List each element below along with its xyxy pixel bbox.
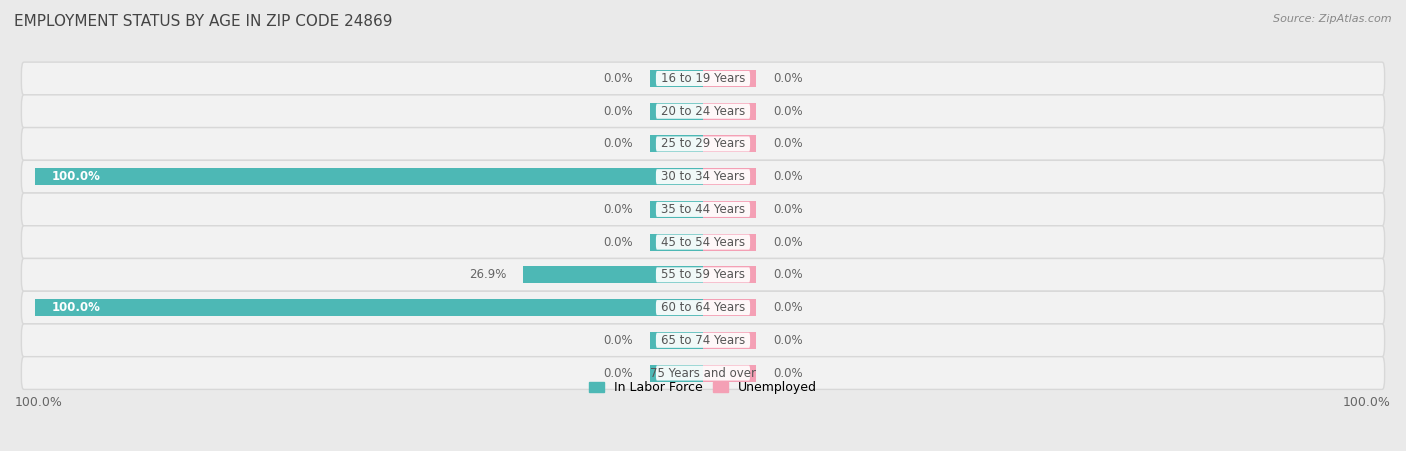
Bar xyxy=(35,299,703,316)
Text: 0.0%: 0.0% xyxy=(773,170,803,183)
FancyBboxPatch shape xyxy=(21,193,1385,226)
Text: 100.0%: 100.0% xyxy=(52,170,101,183)
FancyBboxPatch shape xyxy=(657,136,749,152)
Text: 0.0%: 0.0% xyxy=(773,334,803,347)
Bar xyxy=(650,103,703,120)
FancyBboxPatch shape xyxy=(657,267,749,282)
FancyBboxPatch shape xyxy=(21,357,1385,389)
Text: 45 to 54 Years: 45 to 54 Years xyxy=(661,235,745,249)
FancyBboxPatch shape xyxy=(21,291,1385,324)
Text: 100.0%: 100.0% xyxy=(1343,396,1391,409)
Bar xyxy=(703,299,756,316)
Text: 35 to 44 Years: 35 to 44 Years xyxy=(661,203,745,216)
Text: 0.0%: 0.0% xyxy=(773,203,803,216)
Text: EMPLOYMENT STATUS BY AGE IN ZIP CODE 24869: EMPLOYMENT STATUS BY AGE IN ZIP CODE 248… xyxy=(14,14,392,28)
FancyBboxPatch shape xyxy=(21,62,1385,95)
Bar xyxy=(703,267,756,283)
Bar xyxy=(703,234,756,251)
FancyBboxPatch shape xyxy=(21,160,1385,193)
FancyBboxPatch shape xyxy=(21,324,1385,357)
Text: 0.0%: 0.0% xyxy=(773,138,803,151)
Text: 0.0%: 0.0% xyxy=(603,334,633,347)
Text: 0.0%: 0.0% xyxy=(603,203,633,216)
Text: 16 to 19 Years: 16 to 19 Years xyxy=(661,72,745,85)
FancyBboxPatch shape xyxy=(657,104,749,119)
Text: Source: ZipAtlas.com: Source: ZipAtlas.com xyxy=(1274,14,1392,23)
FancyBboxPatch shape xyxy=(657,235,749,250)
Bar xyxy=(650,234,703,251)
Bar xyxy=(650,70,703,87)
Text: 26.9%: 26.9% xyxy=(470,268,506,281)
Bar xyxy=(703,168,756,185)
Bar xyxy=(703,332,756,349)
FancyBboxPatch shape xyxy=(657,71,749,86)
Text: 0.0%: 0.0% xyxy=(603,138,633,151)
Text: 0.0%: 0.0% xyxy=(773,367,803,380)
Bar xyxy=(650,135,703,152)
FancyBboxPatch shape xyxy=(21,226,1385,258)
Text: 0.0%: 0.0% xyxy=(773,235,803,249)
FancyBboxPatch shape xyxy=(657,365,749,381)
FancyBboxPatch shape xyxy=(21,128,1385,160)
Text: 30 to 34 Years: 30 to 34 Years xyxy=(661,170,745,183)
Bar xyxy=(523,267,703,283)
Bar xyxy=(650,364,703,382)
Text: 0.0%: 0.0% xyxy=(773,105,803,118)
Text: 0.0%: 0.0% xyxy=(773,72,803,85)
Text: 0.0%: 0.0% xyxy=(773,268,803,281)
Text: 0.0%: 0.0% xyxy=(603,235,633,249)
Text: 0.0%: 0.0% xyxy=(603,72,633,85)
Text: 0.0%: 0.0% xyxy=(603,367,633,380)
Bar xyxy=(703,364,756,382)
Bar xyxy=(650,201,703,218)
FancyBboxPatch shape xyxy=(21,258,1385,291)
Text: 0.0%: 0.0% xyxy=(773,301,803,314)
Bar xyxy=(35,168,703,185)
Text: 100.0%: 100.0% xyxy=(15,396,63,409)
FancyBboxPatch shape xyxy=(657,300,749,315)
Text: 20 to 24 Years: 20 to 24 Years xyxy=(661,105,745,118)
Bar xyxy=(703,135,756,152)
Bar xyxy=(703,70,756,87)
Legend: In Labor Force, Unemployed: In Labor Force, Unemployed xyxy=(583,376,823,399)
Text: 65 to 74 Years: 65 to 74 Years xyxy=(661,334,745,347)
Bar xyxy=(650,332,703,349)
Text: 60 to 64 Years: 60 to 64 Years xyxy=(661,301,745,314)
FancyBboxPatch shape xyxy=(657,169,749,184)
FancyBboxPatch shape xyxy=(657,333,749,348)
Text: 75 Years and over: 75 Years and over xyxy=(650,367,756,380)
Text: 55 to 59 Years: 55 to 59 Years xyxy=(661,268,745,281)
FancyBboxPatch shape xyxy=(657,202,749,217)
Text: 0.0%: 0.0% xyxy=(603,105,633,118)
Bar xyxy=(703,103,756,120)
Bar xyxy=(703,201,756,218)
Text: 100.0%: 100.0% xyxy=(52,301,101,314)
Text: 25 to 29 Years: 25 to 29 Years xyxy=(661,138,745,151)
FancyBboxPatch shape xyxy=(21,95,1385,128)
